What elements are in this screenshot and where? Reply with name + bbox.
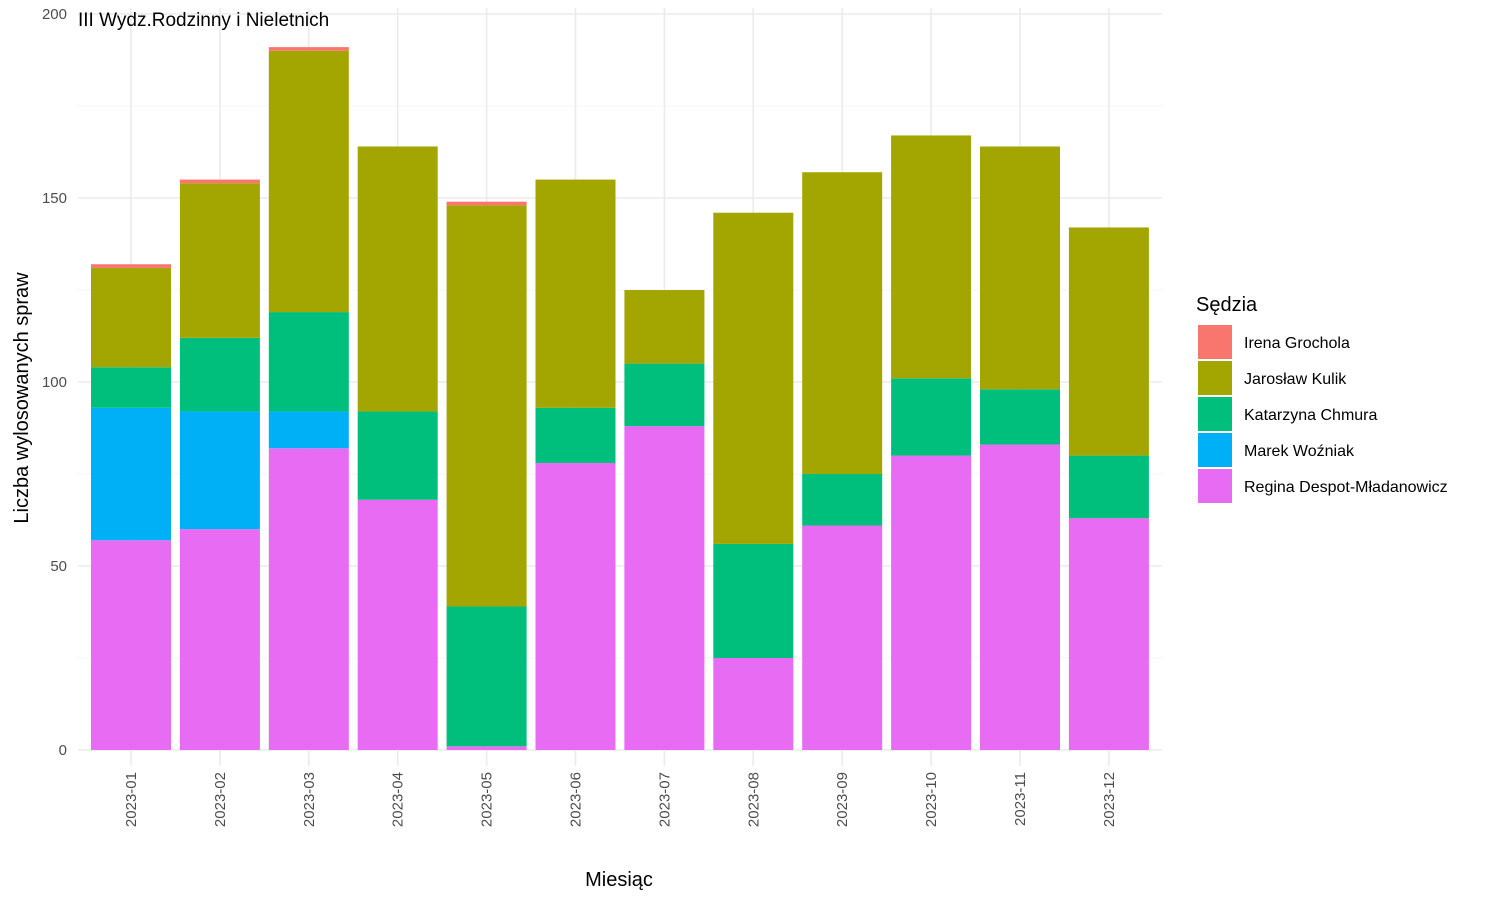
bar-segment-irena-grochola-2023-03 [268, 47, 349, 51]
bar-segment-regina-despot-mladanowicz-2023-03 [268, 448, 349, 750]
bar-segment-marek-wozniak-2023-01 [91, 407, 171, 541]
legend-swatch [1198, 361, 1232, 395]
y-tick-label: 100 [42, 374, 67, 391]
legend-swatch [1198, 397, 1232, 431]
bar-segment-jaroslaw-kulik-2023-04 [357, 146, 438, 412]
x-tick-label: 2023-10 [923, 772, 940, 827]
bar-segment-marek-wozniak-2023-03 [268, 411, 349, 449]
legend-label: Regina Despot-Mładanowicz [1244, 479, 1448, 496]
legend-label: Katarzyna Chmura [1244, 407, 1377, 424]
x-tick-label: 2023-09 [834, 772, 851, 827]
y-axis-title: Liczba wylosowanych spraw [11, 272, 33, 524]
bar-segment-regina-despot-mladanowicz-2023-10 [891, 455, 972, 750]
bar-segment-katarzyna-chmura-2023-08 [713, 543, 794, 658]
y-tick-label: 200 [42, 6, 67, 23]
x-tick-label: 2023-08 [745, 772, 762, 827]
bar-segment-jaroslaw-kulik-2023-08 [713, 212, 794, 544]
bar-segment-irena-grochola-2023-01 [91, 264, 171, 268]
x-axis-title: Miesiąc [585, 869, 653, 891]
bar-segment-regina-despot-mladanowicz-2023-01 [91, 540, 171, 750]
x-tick-label: 2023-12 [1101, 772, 1118, 827]
legend-swatch [1198, 325, 1232, 359]
bars [91, 47, 1149, 750]
legend: Sędzia Irena Grochola Jarosław Kulik Katar… [1196, 294, 1448, 503]
bar-segment-jaroslaw-kulik-2023-10 [891, 135, 972, 379]
y-axis-ticks: 0 50 100 150 200 [42, 6, 67, 759]
x-axis-ticks: 2023-01 2023-02 2023-03 2023-04 2023-05 2023-… [123, 772, 1118, 827]
bar-segment-regina-despot-mladanowicz-2023-08 [713, 658, 794, 750]
bar-segment-katarzyna-chmura-2023-04 [357, 411, 438, 500]
bar-segment-regina-despot-mladanowicz-2023-11 [980, 444, 1060, 750]
legend-swatch [1198, 433, 1232, 467]
bar-segment-regina-despot-mladanowicz-2023-02 [179, 529, 260, 750]
plot-title: III Wydz.Rodzinny i Nieletnich [78, 10, 329, 31]
bar-segment-marek-wozniak-2023-02 [179, 411, 260, 530]
bar-segment-regina-despot-mladanowicz-2023-06 [535, 462, 616, 750]
legend-label: Jarosław Kulik [1244, 371, 1347, 388]
x-tick-label: 2023-05 [479, 772, 496, 827]
x-tick-label: 2023-01 [123, 772, 140, 827]
bar-segment-jaroslaw-kulik-2023-06 [535, 179, 616, 408]
bar-segment-katarzyna-chmura-2023-02 [179, 337, 260, 412]
bar-segment-jaroslaw-kulik-2023-01 [91, 267, 171, 368]
bar-segment-katarzyna-chmura-2023-01 [91, 367, 171, 408]
bar-segment-regina-despot-mladanowicz-2023-07 [624, 426, 705, 750]
bar-segment-katarzyna-chmura-2023-09 [802, 474, 883, 526]
bar-segment-jaroslaw-kulik-2023-09 [802, 172, 883, 475]
bar-segment-regina-despot-mladanowicz-2023-05 [446, 746, 527, 750]
legend-swatch [1198, 469, 1232, 503]
legend-label: Irena Grochola [1244, 335, 1350, 352]
bar-segment-jaroslaw-kulik-2023-12 [1068, 227, 1149, 456]
x-tick-label: 2023-07 [656, 772, 673, 827]
legend-title: Sędzia [1196, 294, 1258, 316]
x-tick-label: 2023-02 [212, 772, 229, 827]
y-tick-label: 0 [59, 742, 67, 759]
bar-segment-katarzyna-chmura-2023-11 [980, 389, 1060, 445]
bar-segment-katarzyna-chmura-2023-07 [624, 363, 705, 427]
bar-segment-katarzyna-chmura-2023-10 [891, 378, 972, 456]
bar-segment-katarzyna-chmura-2023-06 [535, 407, 616, 463]
y-tick-label: 50 [50, 558, 67, 575]
x-tick-label: 2023-11 [1012, 772, 1029, 826]
bar-segment-jaroslaw-kulik-2023-02 [179, 183, 260, 338]
bar-segment-jaroslaw-kulik-2023-03 [268, 50, 349, 313]
bar-segment-katarzyna-chmura-2023-05 [446, 606, 527, 747]
y-tick-label: 150 [42, 190, 67, 207]
bar-segment-irena-grochola-2023-02 [179, 179, 260, 184]
bar-segment-jaroslaw-kulik-2023-11 [980, 146, 1060, 390]
bar-segment-irena-grochola-2023-05 [446, 201, 527, 206]
bar-segment-regina-despot-mladanowicz-2023-09 [802, 525, 883, 750]
bar-segment-jaroslaw-kulik-2023-05 [446, 205, 527, 607]
bar-segment-katarzyna-chmura-2023-12 [1068, 455, 1149, 519]
bar-segment-katarzyna-chmura-2023-03 [268, 312, 349, 412]
x-tick-label: 2023-04 [390, 772, 407, 827]
bar-segment-regina-despot-mladanowicz-2023-04 [357, 499, 438, 750]
bar-segment-jaroslaw-kulik-2023-07 [624, 290, 705, 364]
x-tick-label: 2023-03 [301, 772, 318, 827]
x-tick-label: 2023-06 [568, 772, 585, 827]
legend-label: Marek Woźniak [1244, 443, 1355, 460]
bar-segment-regina-despot-mladanowicz-2023-12 [1068, 518, 1149, 750]
